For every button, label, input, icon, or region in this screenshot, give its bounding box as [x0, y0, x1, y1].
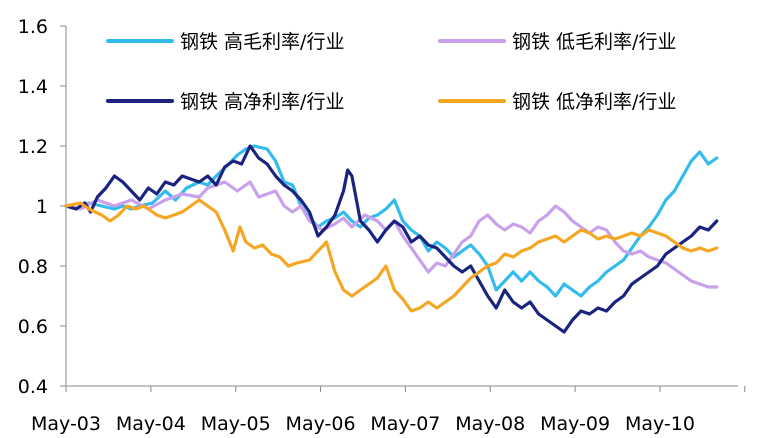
- x-tick-label: May-09: [540, 413, 610, 435]
- series-line-2: [64, 180, 719, 289]
- chart-axes: [65, 26, 738, 387]
- y-tick-label: 0.6: [18, 316, 48, 338]
- y-tick-label: 1.6: [18, 16, 48, 38]
- y-tick-label: 1.4: [18, 76, 48, 98]
- x-tick-group: May-03 May-04 May-05 May-06 May-07 May-08 May-…: [31, 386, 746, 435]
- legend-label-2: 钢铁 低毛利率/行业: [512, 31, 676, 53]
- legend-label-1: 钢铁 高毛利率/行业: [180, 31, 344, 53]
- x-tick-label: May-08: [455, 413, 525, 435]
- x-tick-label: May-05: [201, 413, 271, 435]
- y-tick-label: 0.8: [18, 256, 48, 278]
- series-line-group: [64, 144, 719, 334]
- x-tick-label: May-10: [625, 413, 695, 435]
- series-line-3: [64, 144, 719, 334]
- y-tick-group: 0.4 0.6 0.8 1 1.2 1.4 1.6: [18, 16, 66, 398]
- series-line-4: [64, 198, 719, 313]
- series-line-1: [64, 144, 719, 298]
- y-tick-label: 1.2: [18, 136, 48, 158]
- y-tick-label: 0.4: [18, 376, 48, 398]
- legend-label-3: 钢铁 高净利率/行业: [180, 91, 344, 113]
- x-tick-label: May-04: [116, 413, 186, 435]
- y-tick-label: 1: [36, 196, 48, 218]
- x-tick-label: May-03: [31, 413, 101, 435]
- legend-label-4: 钢铁 低净利率/行业: [512, 91, 676, 113]
- x-tick-label: May-07: [370, 413, 440, 435]
- x-tick-label: May-06: [286, 413, 356, 435]
